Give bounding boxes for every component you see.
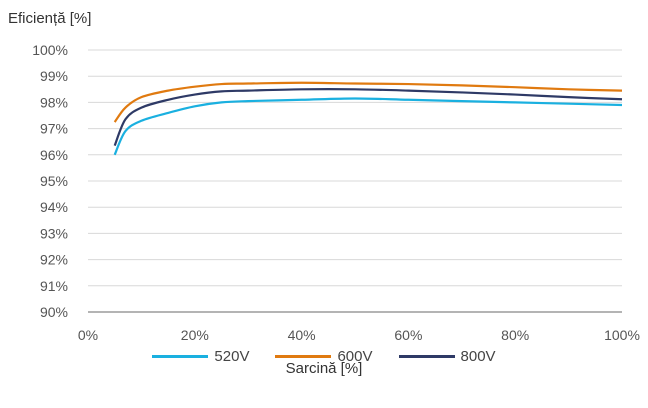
x-tick-label: 0% (78, 327, 98, 343)
y-tick-label: 91% (40, 278, 68, 294)
x-tick-label: 60% (394, 327, 422, 343)
y-tick-label: 95% (40, 173, 68, 189)
y-tick-label: 97% (40, 121, 68, 137)
series-line-600v (113, 81, 623, 123)
legend-swatch (275, 355, 332, 358)
y-axis-title: Eficiență [%] (8, 10, 92, 27)
x-tick-label: 20% (181, 327, 209, 343)
y-tick-label: 94% (40, 199, 68, 215)
legend-item-800v: 800V (398, 348, 496, 365)
y-tick-label: 96% (40, 147, 68, 163)
legend-swatch (398, 355, 455, 358)
legend-item-600v: 600V (275, 348, 373, 365)
y-tick-label: 90% (40, 304, 68, 320)
y-tick-label: 98% (40, 94, 68, 110)
y-tick-label: 100% (32, 42, 68, 58)
x-tick-label: 100% (604, 327, 640, 343)
chart-legend: 520V 600V 800V (0, 348, 648, 365)
x-tick-label: 80% (501, 327, 529, 343)
y-tick-label: 93% (40, 225, 68, 241)
y-tick-label: 92% (40, 252, 68, 268)
y-tick-label: 99% (40, 68, 68, 84)
x-tick-label: 40% (288, 327, 316, 343)
legend-swatch (152, 355, 209, 358)
legend-item-520v: 520V (152, 348, 249, 365)
legend-label: 520V (214, 348, 250, 365)
series-line-520v (113, 97, 623, 156)
series-line-800v (113, 88, 623, 147)
legend-label: 600V (337, 348, 373, 365)
x-axis-title: Sarcină [%] (285, 360, 363, 377)
legend-label: 800V (460, 348, 496, 365)
